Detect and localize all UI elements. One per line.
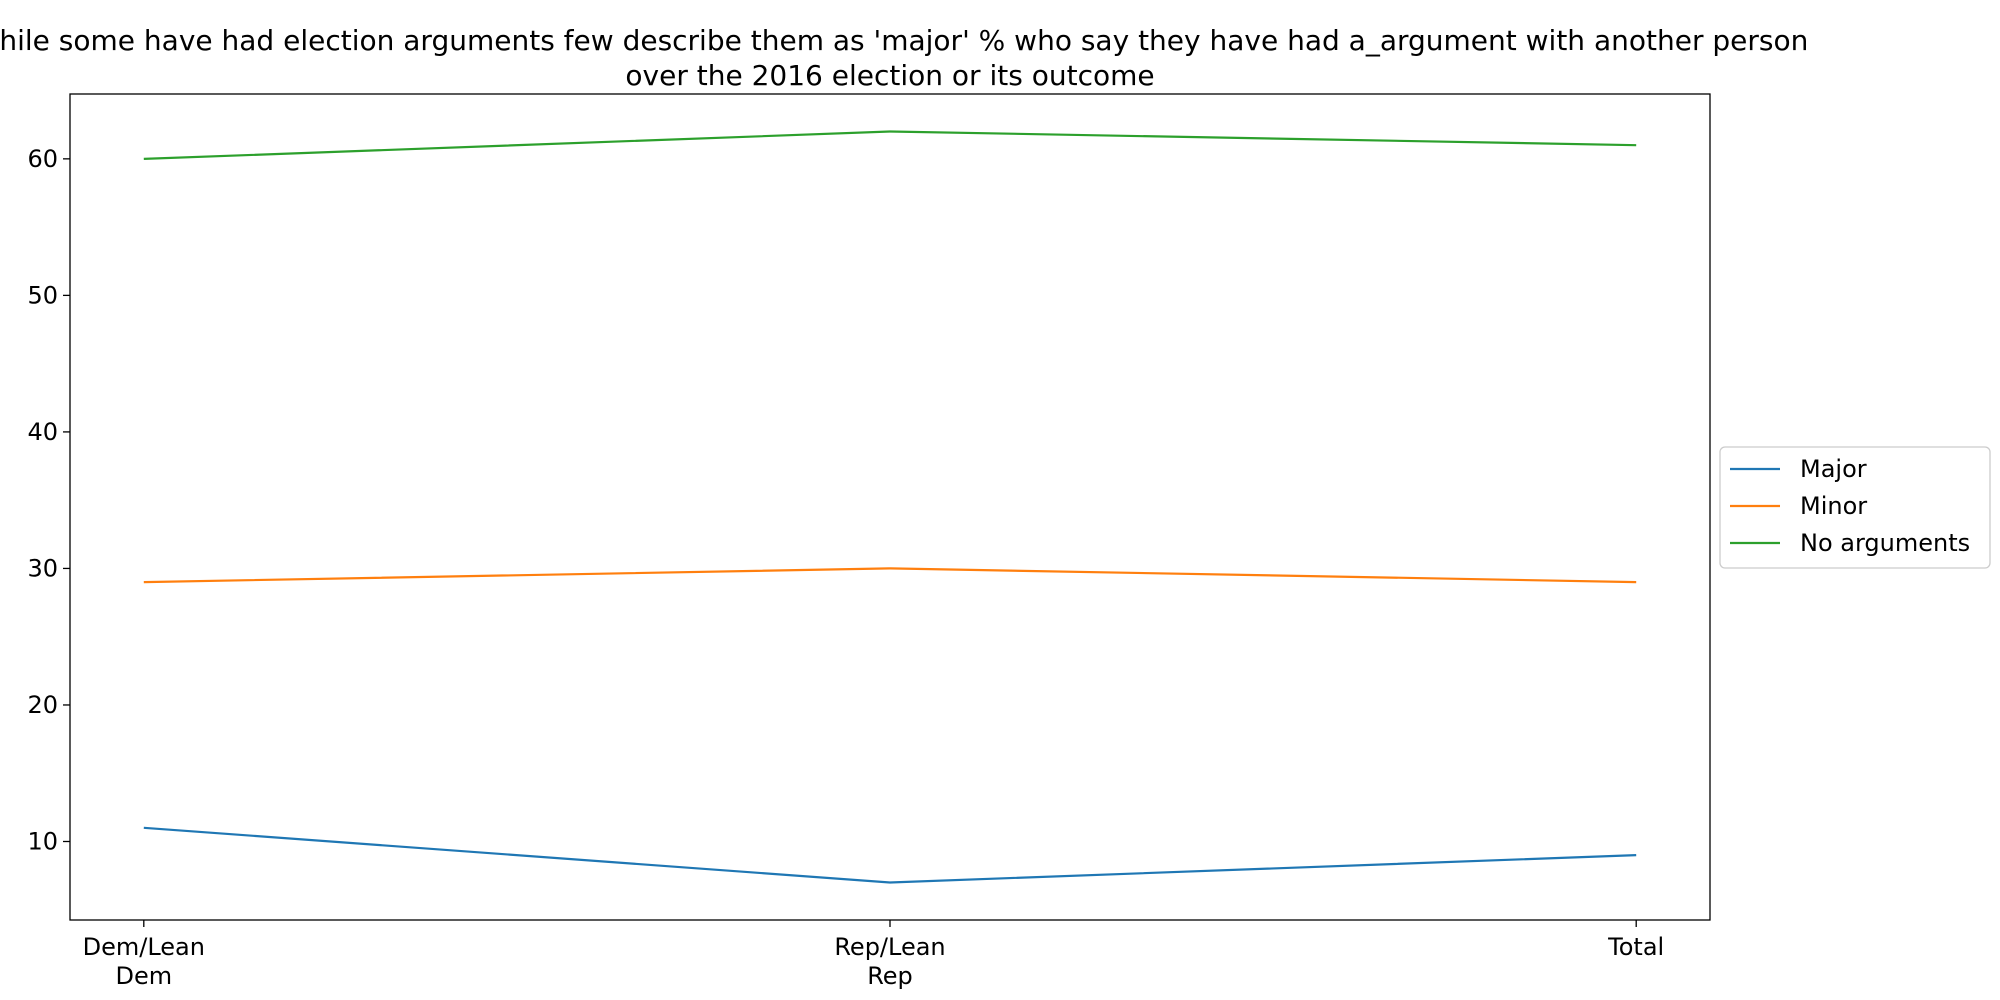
y-tick-label: 30 bbox=[27, 554, 58, 582]
x-tick-label: Dem bbox=[115, 962, 172, 990]
y-tick-label: 60 bbox=[27, 145, 58, 173]
y-tick-label: 40 bbox=[27, 418, 58, 446]
y-tick-label: 20 bbox=[27, 691, 58, 719]
chart-title-line: over the 2016 election or its outcome bbox=[625, 59, 1154, 92]
legend-label: Major bbox=[1800, 455, 1867, 483]
x-tick-label: Total bbox=[1607, 933, 1664, 961]
x-tick-label: Rep bbox=[867, 962, 913, 990]
y-axis: 10 20 30 40 50 60 bbox=[27, 145, 70, 855]
x-tick-label: Rep/Lean bbox=[834, 933, 945, 961]
legend: Major Minor No arguments bbox=[1719, 446, 1991, 569]
chart-title: While some have had election arguments f… bbox=[0, 24, 1808, 92]
y-tick-label: 50 bbox=[27, 281, 58, 309]
x-tick-label: Dem/Lean bbox=[83, 933, 205, 961]
y-tick-label: 10 bbox=[27, 827, 58, 855]
legend-label: Minor bbox=[1800, 492, 1867, 520]
plot-area bbox=[69, 93, 1711, 921]
series-lines bbox=[143, 130, 1637, 884]
chart-title-line: While some have had election arguments f… bbox=[0, 24, 1808, 57]
legend-box bbox=[1719, 446, 1991, 569]
legend-label: No arguments bbox=[1800, 529, 1970, 557]
